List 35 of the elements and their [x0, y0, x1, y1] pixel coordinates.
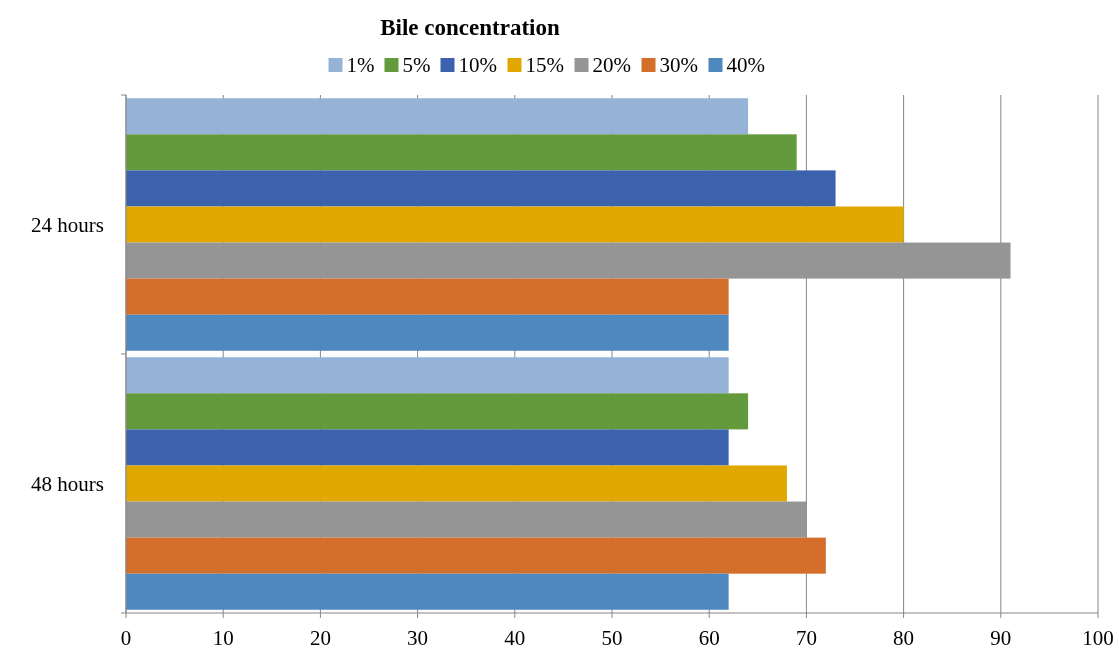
legend-label: 40%	[726, 53, 765, 77]
x-tick-label: 100	[1082, 626, 1114, 650]
bar	[126, 501, 807, 538]
bar	[126, 278, 729, 315]
legend-label: 20%	[592, 53, 631, 77]
legend-label: 10%	[458, 53, 497, 77]
x-tick-label: 50	[601, 626, 623, 650]
bar	[126, 357, 729, 394]
bar	[126, 537, 826, 574]
x-tick-label: 30	[407, 626, 429, 650]
bar	[126, 573, 729, 610]
bar	[126, 134, 797, 171]
legend-label: 15%	[525, 53, 564, 77]
x-tick-label: 60	[698, 626, 720, 650]
x-tick-label: 80	[893, 626, 915, 650]
x-tick-label: 0	[120, 626, 132, 650]
y-tick-label: 24 hours	[31, 212, 104, 237]
x-tick-label: 20	[309, 626, 331, 650]
x-tick-label: 70	[795, 626, 817, 650]
bar	[126, 242, 1011, 279]
legend-label: 30%	[659, 53, 698, 77]
y-tick-label: 48 hours	[31, 471, 104, 496]
legend-label: 5%	[402, 53, 431, 77]
bar	[126, 429, 729, 466]
x-tick-label: 40	[504, 626, 526, 650]
x-tick-label: 90	[990, 626, 1012, 650]
bar	[126, 98, 749, 135]
bar	[126, 170, 836, 207]
bar	[126, 465, 787, 502]
legend-label: 1%	[346, 53, 375, 77]
bar	[126, 206, 904, 243]
bar	[126, 314, 729, 351]
bar	[126, 393, 749, 430]
chart-title: Bile concentration	[380, 15, 560, 40]
x-tick-label: 10	[212, 626, 234, 650]
